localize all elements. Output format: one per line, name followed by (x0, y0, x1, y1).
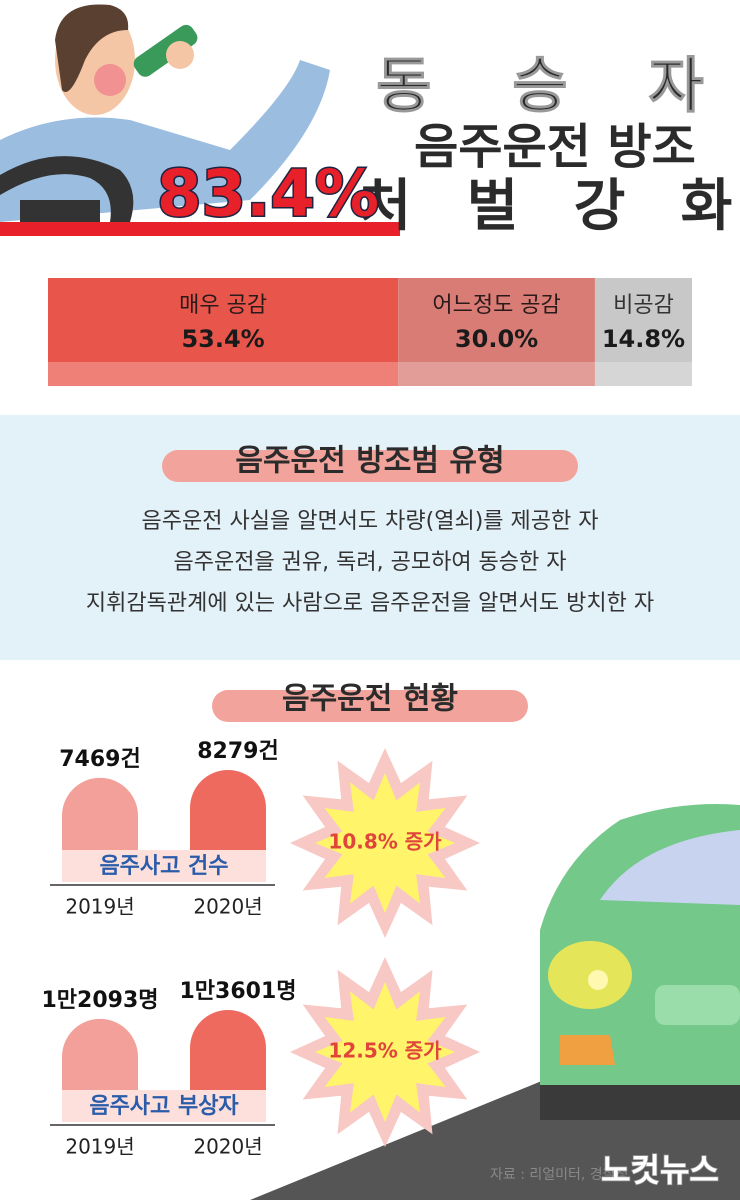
title-line: 처 벌 강 화 (360, 174, 740, 239)
value-label: 1만2093명 (41, 988, 158, 1013)
label-band (62, 1090, 266, 1122)
survey-segment-strip (48, 362, 399, 386)
status-charts: 10.8% 증가 7469건 2019년 8279건 2020년 음주사고 건수 12.5%… (41, 739, 480, 1159)
x-tick-label: 2020년 (193, 895, 262, 919)
survey-value: 14.8% (602, 325, 685, 353)
bar (62, 777, 138, 850)
title-pill (212, 690, 528, 722)
indicator (560, 1035, 615, 1065)
header-title: 동 승 자 음주운전 방조 처 벌 강 화 83.4% (155, 51, 740, 239)
hand (166, 41, 194, 69)
survey-label: 매우 공감 (179, 293, 267, 318)
survey-value: 53.4% (181, 325, 264, 353)
bar (62, 1018, 138, 1090)
headlight-bulb (588, 970, 608, 990)
chart-label: 음주사고 부상자 (89, 1094, 239, 1119)
change-label: 12.5% 증가 (328, 1039, 442, 1063)
survey-segment-strip (398, 362, 595, 386)
survey-segment-strip (594, 362, 692, 386)
title-line: 음주운전 방조 (414, 119, 696, 175)
car-illustration (540, 804, 740, 1120)
value-label: 7469건 (59, 747, 140, 772)
bottle (133, 24, 198, 77)
value-label: 8279건 (197, 739, 278, 764)
bar (190, 770, 266, 850)
arm-shirt (0, 60, 330, 222)
survey-value: 30.0% (455, 325, 538, 353)
title-line: 동 승 자 (376, 52, 733, 122)
x-tick-label: 2019년 (65, 895, 134, 919)
chart-label: 음주사고 건수 (99, 854, 228, 879)
highlight-percent: 83.4% (157, 158, 379, 232)
section-title: 음주운전 현황 (282, 682, 458, 717)
steering-hub (20, 200, 100, 222)
bumper (540, 1085, 740, 1120)
starburst-inner (315, 773, 455, 913)
bar (190, 1010, 266, 1090)
types-list: 음주운전 사실을 알면서도 차량(열쇠)를 제공한 자 음주운전을 권유, 독려… (86, 509, 654, 616)
title-pill (162, 450, 578, 482)
survey-label: 비공감 (613, 293, 674, 318)
red-stripe (0, 222, 400, 236)
type-item: 지휘감독관계에 있는 사람으로 음주운전을 알면서도 방치한 자 (86, 591, 654, 616)
x-tick-label: 2020년 (193, 1135, 262, 1159)
cheek (94, 64, 126, 96)
steering-wheel (0, 156, 134, 222)
drinking-man-illustration (0, 4, 400, 236)
change-label: 10.8% 증가 (328, 830, 442, 854)
survey-bar: 매우 공감 53.4% 어느정도 공감 30.0% 비공감 14.8% (48, 278, 692, 386)
survey-label: 어느정도 공감 (432, 293, 560, 318)
section-title: 음주운전 방조범 유형 (235, 444, 504, 479)
x-tick-label: 2019년 (65, 1135, 134, 1159)
label-band (62, 850, 266, 882)
windshield (600, 830, 740, 905)
survey-segment (594, 278, 692, 362)
logo: 노컷뉴스 (601, 1151, 719, 1189)
type-item: 음주운전 사실을 알면서도 차량(열쇠)를 제공한 자 (142, 509, 599, 534)
starburst-inner (315, 982, 455, 1122)
hair (55, 4, 129, 92)
type-item: 음주운전을 권유, 독려, 공모하여 동승한 자 (173, 550, 566, 575)
value-label: 1만3601명 (179, 979, 296, 1004)
survey-segment (398, 278, 595, 362)
source: 자료 : 리얼미터, 경찰청 (490, 1167, 628, 1183)
survey-segment (48, 278, 399, 362)
grille (655, 985, 740, 1025)
